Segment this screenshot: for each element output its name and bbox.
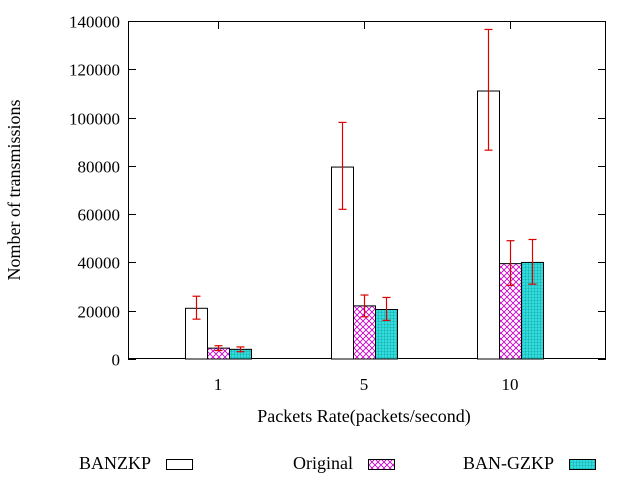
bars <box>185 90 544 360</box>
x-tick-label: 10 <box>502 375 519 394</box>
y-tick-label: 80000 <box>78 158 121 177</box>
y-tick-label: 20000 <box>78 303 121 322</box>
y-axis-label: Nomber of transmissions <box>4 100 24 281</box>
x-tick-label: 5 <box>360 375 369 394</box>
legend-swatch <box>569 459 596 470</box>
y-tick-label: 120000 <box>69 61 120 80</box>
x-tick-label: 1 <box>214 375 223 394</box>
legend-swatch <box>368 459 395 470</box>
x-axis-label: Packets Rate(packets/second) <box>257 406 470 427</box>
y-tick-label: 40000 <box>78 254 121 273</box>
legend-label: Original <box>293 453 353 473</box>
error-bars <box>192 28 537 353</box>
y-tick-label: 140000 <box>69 13 120 32</box>
y-tick-label: 60000 <box>78 206 121 225</box>
y-tick-label: 100000 <box>69 110 120 129</box>
legend-label: BAN-GZKP <box>463 453 554 473</box>
legend-swatch <box>166 459 193 470</box>
legend-label: BANZKP <box>79 453 151 473</box>
y-axis-ticks: 0 20000 40000 60000 80000 100000 120000 140000 <box>69 13 606 370</box>
legend: BANZKP Original BAN-GZKP <box>79 453 596 473</box>
y-tick-label: 0 <box>112 351 121 370</box>
